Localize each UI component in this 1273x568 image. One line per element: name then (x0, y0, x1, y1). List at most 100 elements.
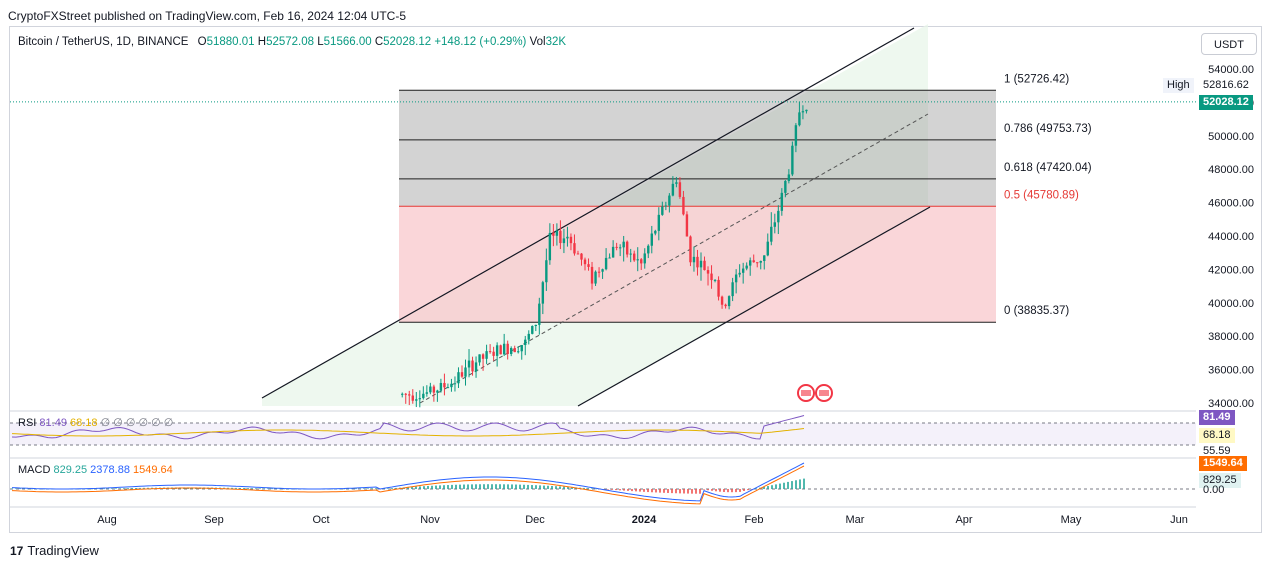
macd-hist-bar (351, 488, 353, 490)
macd-hist-bar (767, 486, 769, 489)
macd-hist-bar (627, 489, 629, 491)
macd-legend-signal: 1549.64 (133, 464, 173, 476)
macd-hist-bar (739, 489, 741, 492)
candle-body (727, 296, 731, 307)
macd-hist-bar (607, 489, 609, 490)
macd-hist-bar (435, 485, 437, 489)
candle-body (485, 351, 488, 359)
macd-hist-bar (11, 488, 13, 489)
macd-hist-bar (623, 489, 625, 491)
macd-hist-bar (791, 481, 793, 489)
macd-hist-tag: 829.25 (1199, 473, 1241, 488)
candle-body (450, 383, 453, 388)
macd-hist-bar (707, 489, 709, 491)
candle-body (763, 255, 766, 261)
candle-body (467, 360, 471, 368)
volume-value: 32K (545, 36, 567, 48)
candle-body (464, 367, 467, 377)
macd-hist-bar (755, 488, 757, 490)
footer-brand[interactable]: 17 TradingView (10, 543, 99, 558)
footer-brand-text: TradingView (27, 543, 99, 558)
candle-body (401, 393, 404, 395)
candle-body (513, 348, 516, 353)
candle-body (696, 256, 699, 268)
candle-body (618, 247, 622, 249)
candle-body (538, 303, 541, 325)
macd-hist-bar (511, 484, 513, 489)
macd-hist-bar (595, 488, 597, 490)
macd-hist-bar (691, 489, 693, 494)
candle-body (457, 372, 460, 384)
macd-hist-bar (651, 489, 653, 493)
macd-hist-bar (659, 489, 661, 493)
candle-body (517, 351, 520, 353)
symbol-name: Bitcoin / TetherUS, 1D, BINANCE (18, 36, 189, 48)
candle-body (404, 393, 407, 395)
candle-body (703, 260, 706, 271)
macd-hist-bar (431, 485, 433, 489)
candle-body (682, 196, 685, 215)
macd-hist-bar (227, 487, 229, 489)
fib-label: 0.786 (49753.73) (1004, 123, 1092, 135)
macd-legend-hist: 829.25 (53, 464, 88, 476)
macd-hist-bar (235, 487, 237, 489)
candle-body (569, 236, 573, 244)
high-label-tag: High (1163, 78, 1194, 93)
macd-hist-bar (523, 484, 525, 489)
candle-body (749, 260, 752, 266)
macd-hist-bar (763, 486, 765, 489)
price-tick: 38000.00 (1208, 331, 1254, 343)
candle-body (766, 241, 769, 256)
high-value: 52572.08 (266, 36, 315, 48)
price-tick: 54000.00 (1208, 64, 1254, 76)
macd-hist-bar (251, 488, 253, 489)
macd-hist-bar (611, 489, 613, 490)
high-label: H (257, 36, 267, 48)
macd-hist-bar (371, 488, 373, 489)
macd-hist-bar (135, 487, 137, 489)
candle-body (675, 182, 678, 184)
macd-hist-bar (355, 488, 357, 490)
macd-hist-bar (655, 489, 657, 493)
fib-label: 0 (38835.37) (1004, 305, 1069, 317)
candle-body (548, 232, 552, 261)
candle-body (411, 395, 414, 401)
time-axis-label: Dec (525, 514, 545, 526)
time-axis-label: May (1061, 514, 1082, 526)
candle-body (770, 226, 773, 242)
macd-hist-bar (727, 489, 729, 493)
candle-body (488, 351, 492, 353)
candle-body (432, 386, 436, 393)
macd-hist-bar (731, 489, 733, 493)
candle-body (741, 268, 745, 273)
macd-hist-bar (99, 488, 101, 490)
macd-hist-bar (463, 484, 465, 489)
macd-hist-bar (475, 484, 477, 489)
macd-hist-bar (395, 487, 397, 489)
candle-body (474, 362, 478, 372)
rsi-legend-ma: 68.18 (70, 417, 98, 429)
macd-hist-bar (663, 489, 665, 493)
macd-hist-bar (699, 489, 701, 494)
macd-hist-bar (387, 488, 389, 489)
candle-body (685, 214, 689, 237)
low-value: 51566.00 (323, 36, 372, 48)
candle-body (499, 345, 502, 355)
macd-hist-bar (23, 488, 25, 490)
macd-hist-bar (491, 484, 493, 489)
currency-button[interactable]: USDT (1201, 33, 1257, 55)
macd-hist-bar (107, 488, 109, 490)
rsi-value-tag: 81.49 (1199, 410, 1235, 425)
macd-hist-bar (615, 489, 617, 491)
time-axis: Aug Sep Oct Nov Dec 2024 Feb Mar Apr May Jun (10, 506, 1196, 526)
rsi-level-label: 55.59 (1203, 445, 1231, 457)
macd-hist-bar (715, 489, 717, 492)
candle-body (787, 174, 791, 181)
candle-body (643, 253, 646, 264)
fib-label: 0.5 (45780.89) (1004, 189, 1079, 201)
candle-body (439, 382, 443, 391)
macd-hist-bar (567, 486, 569, 489)
candle-body (520, 345, 523, 352)
macd-hist-bar (275, 488, 277, 490)
